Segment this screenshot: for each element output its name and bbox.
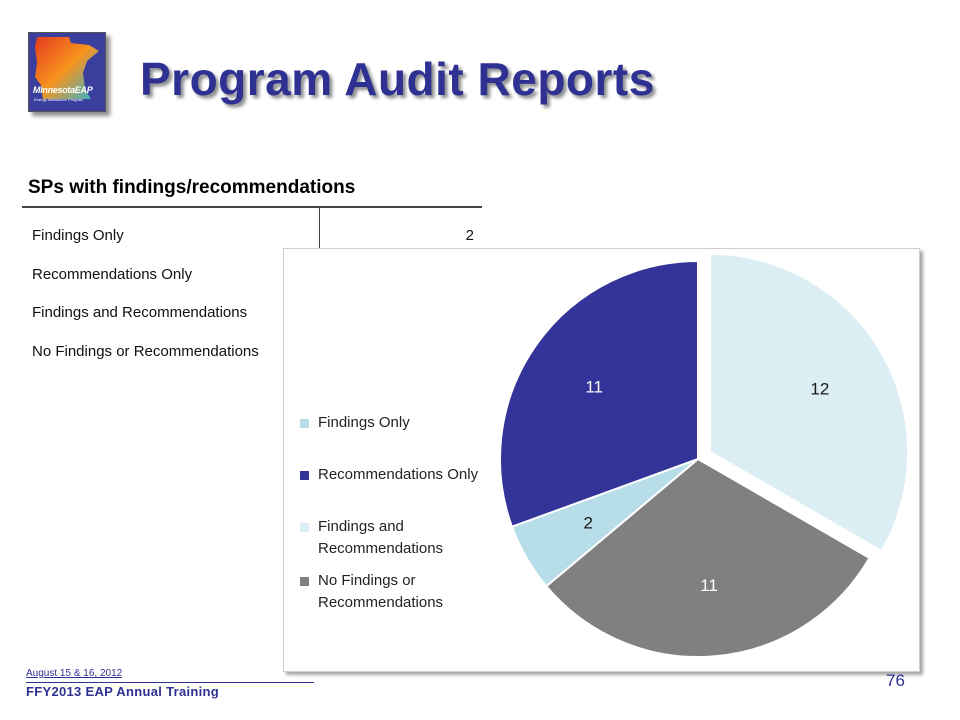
legend-label: No Findings or Recommendations: [318, 572, 444, 611]
pie-slice: [499, 259, 699, 529]
page-title: Program Audit Reports: [140, 53, 655, 105]
minnesota-state-icon: [29, 33, 105, 111]
minnesota-eap-logo: MinnesotaEAP Energy Assistance Program: [28, 32, 106, 112]
logo-wordmark: MinnesotaEAP: [33, 85, 93, 95]
row-label: Findings and Recommendations: [32, 304, 248, 321]
row-label: No Findings or Recommendations: [32, 343, 259, 360]
legend-swatch: [300, 471, 309, 480]
footer-date: August 15 & 16, 2012: [26, 668, 123, 679]
legend-label: Findings and Recommendations: [318, 518, 444, 557]
legend-label: Findings Only: [318, 414, 410, 431]
legend-swatch: [300, 523, 309, 532]
legend-swatch: [300, 577, 309, 586]
pie-data-label: 2: [584, 513, 593, 532]
footer-rule: [26, 682, 314, 683]
pie-slice: [709, 252, 910, 553]
row-value: 2: [465, 227, 474, 244]
pie-data-label: 11: [700, 576, 718, 595]
table-heading: SPs with findings/recommendations: [28, 177, 356, 198]
footer-title: FFY2013 EAP Annual Training: [26, 684, 220, 699]
table-header-rule: [22, 206, 482, 208]
legend-label: Recommendations Only: [318, 466, 479, 483]
pie-data-label: 11: [585, 377, 603, 396]
table-row: Findings Only 2: [22, 227, 474, 257]
logo-subtext: Energy Assistance Program: [34, 97, 84, 102]
legend-swatch: [300, 419, 309, 428]
pie-data-label: 12: [810, 380, 829, 399]
page-number: 76: [886, 671, 905, 690]
pie-slice: [544, 457, 871, 658]
row-label: Findings Only: [32, 227, 124, 244]
row-label: Recommendations Only: [32, 266, 193, 283]
